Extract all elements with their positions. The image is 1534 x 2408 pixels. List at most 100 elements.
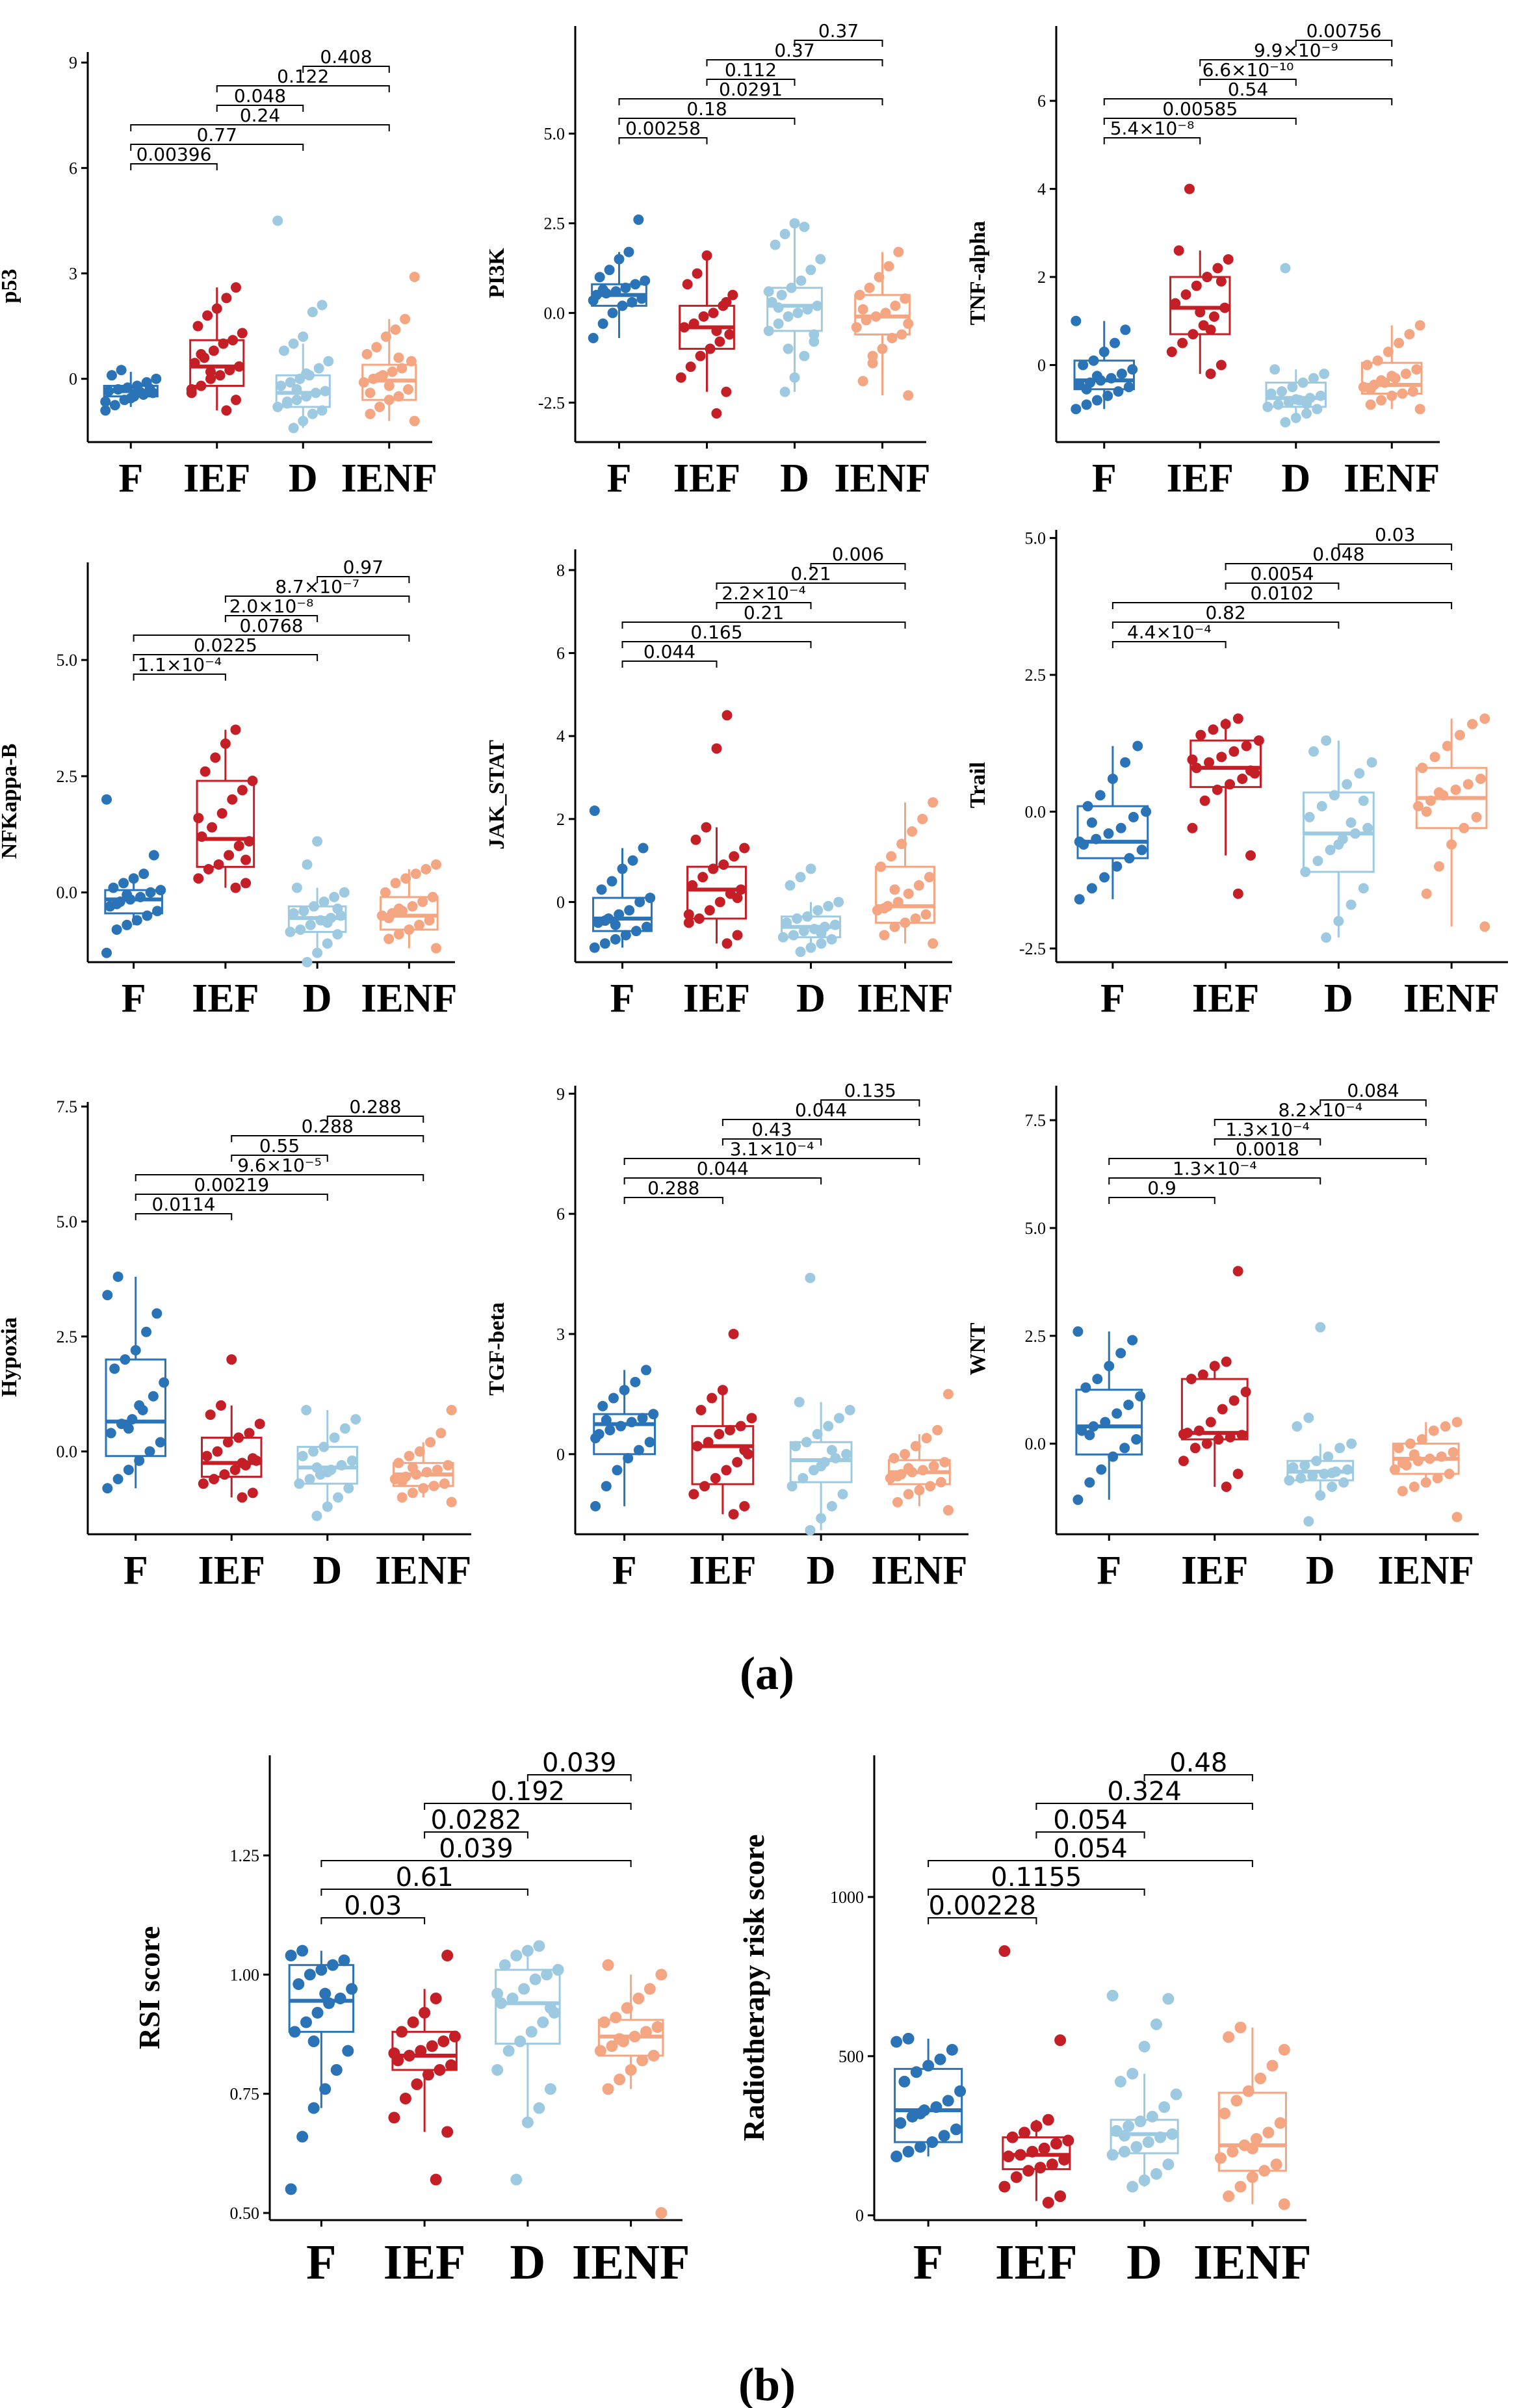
data-point (763, 325, 774, 336)
data-point (1440, 1421, 1451, 1432)
data-point (1412, 801, 1424, 812)
y-tick-label: 500 (838, 2047, 864, 2066)
data-point (127, 1414, 138, 1425)
data-point (272, 401, 283, 412)
data-point (411, 2078, 423, 2090)
significance-bracket: 0.044 (623, 1158, 822, 1184)
significance-bracket: 0.135 (820, 1080, 920, 1106)
data-point (418, 1483, 429, 1494)
data-point (244, 1428, 255, 1439)
data-point (1254, 2073, 1267, 2085)
data-point (428, 1480, 439, 1491)
data-point (794, 1396, 805, 1407)
p-value-label: 0.61 (396, 1863, 454, 1892)
data-point (625, 2064, 637, 2076)
data-point (240, 854, 252, 865)
data-point (812, 905, 824, 916)
data-point (288, 423, 299, 434)
data-point (1072, 1494, 1084, 1505)
p-value-label: 0.03 (344, 1891, 402, 1921)
data-point (925, 1481, 936, 1492)
bracket-line (135, 1194, 328, 1201)
data-point (318, 1441, 330, 1452)
data-point (626, 1417, 637, 1428)
y-tick-label: 0.0 (544, 304, 566, 322)
p-value-label: 0.048 (1312, 543, 1364, 565)
data-point (384, 395, 395, 406)
data-point (620, 930, 631, 941)
data-point (1308, 373, 1319, 384)
x-tick-label: IENF (361, 976, 457, 1021)
data-point (698, 311, 709, 322)
data-point (1141, 806, 1152, 817)
significance-bracket: 0.21 (716, 563, 906, 590)
data-point (779, 386, 790, 397)
data-point (1315, 390, 1326, 401)
p-value-label: 0.00756 (1306, 20, 1382, 42)
y-tick-label: 5.0 (57, 651, 78, 670)
significance-bracket: 4.4×10⁻⁴ (1112, 622, 1227, 648)
data-point (1301, 399, 1312, 410)
data-point (320, 386, 331, 397)
data-point (1138, 2174, 1150, 2186)
box-ienf (851, 246, 914, 401)
data-point (627, 855, 638, 866)
data-point (746, 1413, 757, 1424)
p-value-label: 0.0768 (240, 615, 304, 636)
data-point (208, 345, 219, 356)
y-tick-label: 7.5 (1025, 1111, 1046, 1130)
y-tick-label: 7.5 (57, 1097, 78, 1116)
data-point (588, 295, 599, 306)
data-point (624, 905, 635, 916)
y-axis-label: Hypoxia (0, 1317, 21, 1397)
data-point (1327, 1467, 1338, 1478)
p-value-label: 0.1155 (991, 1863, 1082, 1892)
bracket-line (1108, 1177, 1321, 1184)
data-point (1433, 861, 1444, 872)
data-point (1199, 795, 1210, 806)
x-tick-label: D (510, 2235, 545, 2290)
data-point (1234, 2180, 1247, 2193)
data-point (1135, 1391, 1146, 1402)
data-point (196, 831, 207, 842)
data-point (779, 229, 790, 239)
y-tick-label: 5.0 (1025, 529, 1046, 548)
data-point (590, 1433, 601, 1444)
data-point (640, 275, 651, 286)
bracket-line (1199, 79, 1297, 86)
box-ienf (885, 1389, 954, 1516)
data-point (614, 2073, 626, 2086)
p-value-label: 0.77 (197, 124, 237, 146)
significance-bracket: 0.00585 (1103, 98, 1297, 125)
y-tick-label: 8 (556, 561, 565, 580)
data-point (1219, 2107, 1231, 2119)
bracket-line (623, 1197, 723, 1204)
data-point (233, 841, 244, 852)
data-point (1120, 757, 1131, 768)
data-point (1280, 417, 1291, 428)
data-point (529, 1973, 541, 1985)
p-value-label: 0.54 (1228, 79, 1268, 100)
chart-nfkappa-b: 0.0 2.5 5.0 NFKappa-B F IEF D IENF 0.978.7×10⁻⁷2… (0, 556, 457, 1021)
data-point (913, 880, 924, 891)
p-value-label: 0.0114 (152, 1194, 216, 1215)
significance-bracket: 8.7×10⁻⁷ (224, 576, 410, 603)
data-point (725, 1424, 736, 1435)
y-tick-label: 2 (556, 810, 565, 829)
data-point (590, 1500, 601, 1512)
significance-bracket: 0.00258 (618, 118, 708, 144)
data-point (589, 805, 600, 817)
data-point (393, 929, 404, 940)
data-point (298, 415, 309, 426)
x-tick-label: F (607, 456, 632, 501)
data-point (914, 2141, 926, 2153)
data-point (711, 408, 722, 419)
data-point (1046, 2158, 1058, 2171)
data-point (317, 405, 328, 416)
data-point (1366, 757, 1377, 768)
data-point (630, 1376, 641, 1387)
data-point (620, 282, 631, 293)
data-point (105, 1428, 116, 1439)
x-tick-label: IENF (1403, 976, 1500, 1021)
